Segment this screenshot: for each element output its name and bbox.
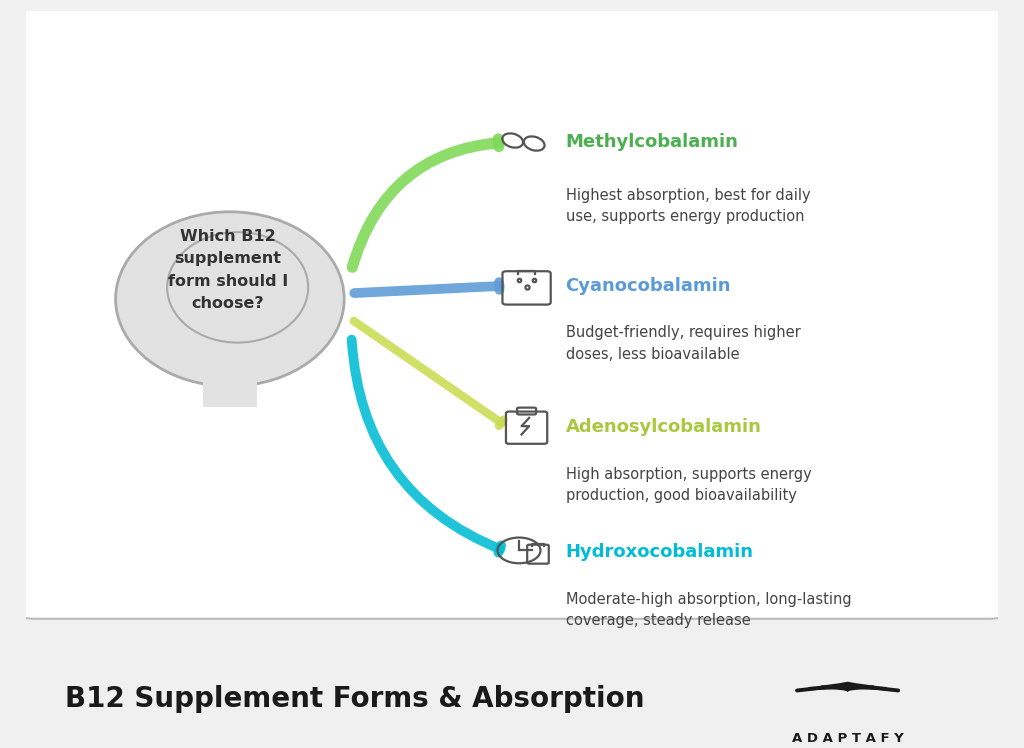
Text: Which B12
supplement
form should I
choose?: Which B12 supplement form should I choos… <box>168 229 288 310</box>
Text: Cyanocobalamin: Cyanocobalamin <box>565 277 731 295</box>
FancyBboxPatch shape <box>203 355 257 407</box>
Text: Adenosylcobalamin: Adenosylcobalamin <box>565 418 762 436</box>
Text: Highest absorption, best for daily
use, supports energy production: Highest absorption, best for daily use, … <box>565 188 810 224</box>
Text: Budget-friendly, requires higher
doses, less bioavailable: Budget-friendly, requires higher doses, … <box>565 325 800 362</box>
Ellipse shape <box>116 212 344 386</box>
Text: A D A P T A F Y: A D A P T A F Y <box>792 732 903 745</box>
Text: High absorption, supports energy
production, good bioavailability: High absorption, supports energy product… <box>565 467 811 503</box>
Text: Hydroxocobalamin: Hydroxocobalamin <box>565 543 754 561</box>
Text: Moderate-high absorption, long-lasting
coverage, steady release: Moderate-high absorption, long-lasting c… <box>565 592 851 628</box>
Text: Methylcobalamin: Methylcobalamin <box>565 133 738 151</box>
FancyBboxPatch shape <box>11 8 1013 619</box>
Text: B12 Supplement Forms & Absorption: B12 Supplement Forms & Absorption <box>65 685 644 714</box>
